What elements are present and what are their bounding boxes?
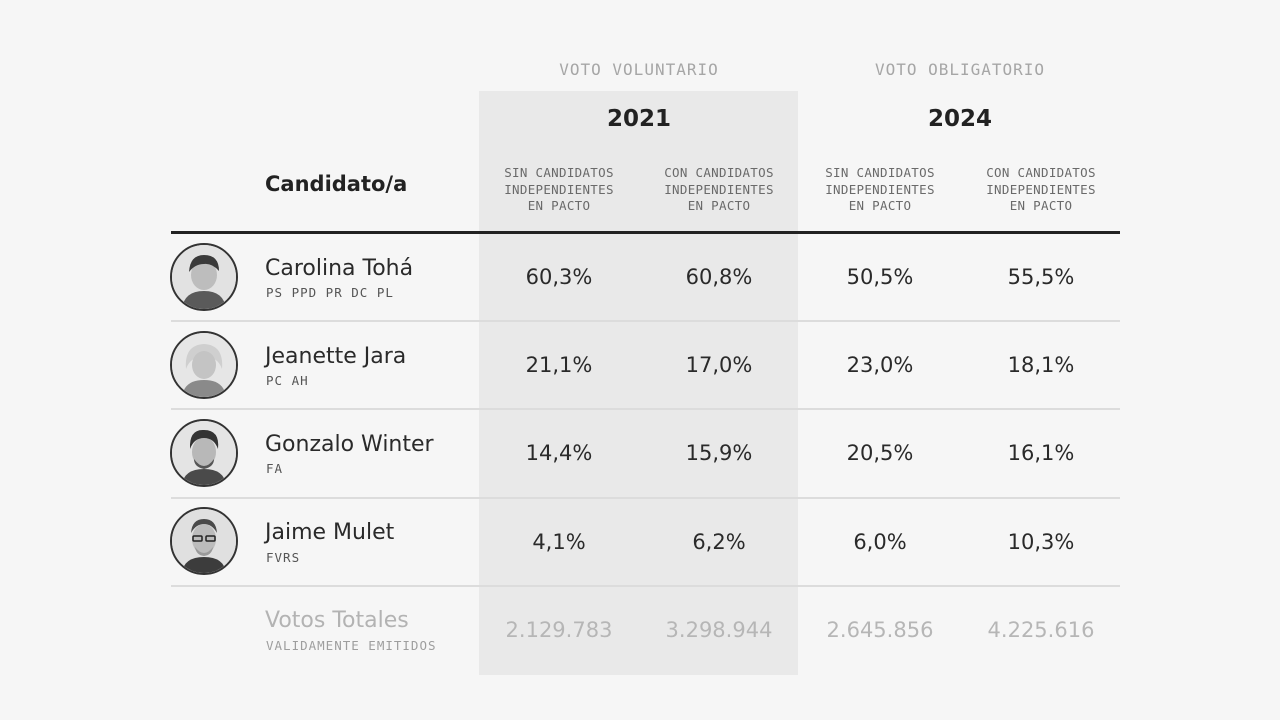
candidate-parties: PC AH <box>266 373 309 388</box>
row-divider <box>171 320 1120 322</box>
year-2024: 2024 <box>927 106 992 132</box>
result-value: 6,0% <box>853 530 907 554</box>
candidate-portrait-icon <box>170 419 238 487</box>
result-value: 6,2% <box>692 530 746 554</box>
candidate-portrait-icon <box>170 507 238 575</box>
totals-sublabel: VALIDAMENTE EMITIDOS <box>266 638 437 653</box>
result-value: 60,8% <box>685 265 753 289</box>
candidate-name: Gonzalo Winter <box>265 432 434 457</box>
year-2021: 2021 <box>606 106 671 132</box>
result-value: 16,1% <box>1007 441 1075 465</box>
candidate-portrait-icon <box>170 331 238 399</box>
column-header: CON CANDIDATOS INDEPENDIENTES EN PACTO <box>986 165 1096 213</box>
result-value: 17,0% <box>685 353 753 377</box>
column-header: CON CANDIDATOS INDEPENDIENTES EN PACTO <box>664 165 774 213</box>
total-votes-value: 2.129.783 <box>505 618 613 642</box>
group-label-voluntario: VOTO VOLUNTARIO <box>559 60 719 79</box>
row-divider <box>171 408 1120 410</box>
result-value: 50,5% <box>846 265 914 289</box>
result-value: 21,1% <box>525 353 593 377</box>
candidate-name: Jaime Mulet <box>265 520 395 545</box>
result-value: 15,9% <box>685 441 753 465</box>
voto-voluntario-highlight <box>479 91 798 675</box>
candidate-parties: FA <box>266 461 284 476</box>
header-divider <box>171 231 1120 234</box>
result-value: 18,1% <box>1007 353 1075 377</box>
result-value: 20,5% <box>846 441 914 465</box>
candidate-name: Carolina Tohá <box>265 256 414 281</box>
result-value: 23,0% <box>846 353 914 377</box>
totals-label: Votos Totales <box>265 608 409 633</box>
result-value: 14,4% <box>525 441 593 465</box>
candidate-portrait-icon <box>170 243 238 311</box>
column-header: SIN CANDIDATOS INDEPENDIENTES EN PACTO <box>825 165 935 213</box>
total-votes-value: 2.645.856 <box>826 618 934 642</box>
result-value: 60,3% <box>525 265 593 289</box>
candidate-parties: PS PPD PR DC PL <box>266 285 394 300</box>
result-value: 10,3% <box>1007 530 1075 554</box>
candidate-column-title: Candidato/a <box>265 172 408 196</box>
candidate-name: Jeanette Jara <box>265 344 407 369</box>
candidate-parties: FVRS <box>266 550 301 565</box>
group-label-obligatorio: VOTO OBLIGATORIO <box>874 60 1046 79</box>
total-votes-value: 4.225.616 <box>987 618 1095 642</box>
result-value: 4,1% <box>532 530 586 554</box>
row-divider <box>171 497 1120 499</box>
result-value: 55,5% <box>1007 265 1075 289</box>
column-header: SIN CANDIDATOS INDEPENDIENTES EN PACTO <box>504 165 614 213</box>
row-divider <box>171 585 1120 587</box>
total-votes-value: 3.298.944 <box>665 618 773 642</box>
